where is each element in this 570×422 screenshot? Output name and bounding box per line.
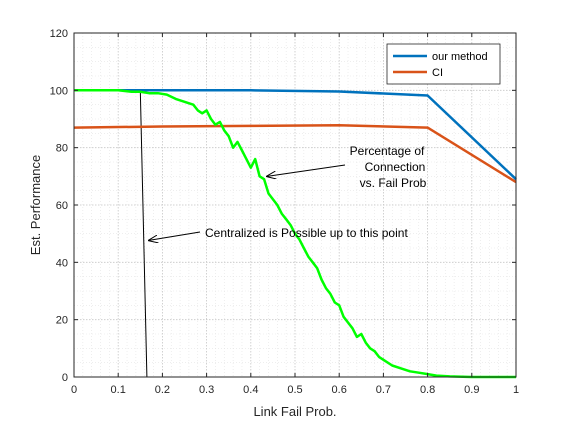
y-tick-label: 100 [50,85,68,97]
annotation-connection-text: vs. Fail Prob [360,176,427,190]
x-tick-label: 0.2 [155,384,170,396]
y-tick-label: 120 [50,28,68,40]
legend-box [387,44,500,84]
annotation-connection-text: Percentage of [350,144,425,158]
legend-label: our method [432,51,488,63]
x-tick-label: 0.3 [199,384,214,396]
x-tick-label: 0.7 [376,384,391,396]
x-tick-label: 0 [71,384,77,396]
x-tick-label: 0.9 [464,384,479,396]
y-tick-label: 80 [56,143,68,155]
y-tick-label: 60 [56,200,68,212]
annotation-centralized-text: Centralized is Possible up to this point [205,226,408,240]
legend-label: CI [432,67,443,79]
x-tick-label: 0.5 [287,384,302,396]
x-axis-label: Link Fail Prob. [253,404,336,419]
x-tick-label: 1 [513,384,519,396]
y-tick-label: 40 [56,257,68,269]
y-tick-label: 0 [62,372,68,384]
x-tick-label: 0.8 [420,384,435,396]
y-axis-label: Est. Performance [28,155,43,255]
y-tick-label: 20 [56,315,68,327]
legend: our method CI [387,44,500,84]
annotation-connection-text: Connection [365,160,426,174]
x-tick-label: 0.6 [332,384,347,396]
x-tick-label: 0.4 [243,384,258,396]
x-tick-label: 0.1 [111,384,126,396]
